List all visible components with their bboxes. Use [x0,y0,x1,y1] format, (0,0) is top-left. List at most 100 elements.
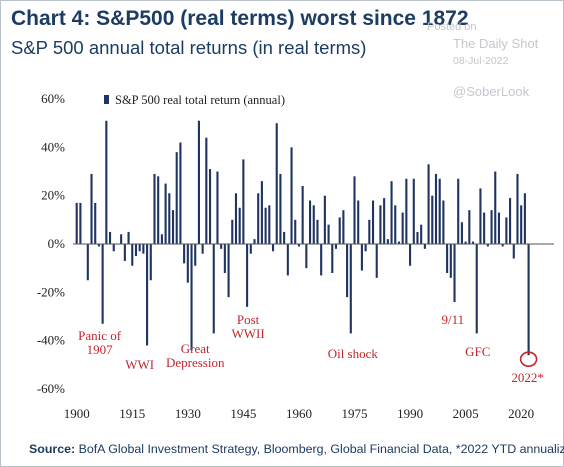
bar-1924 [164,183,167,244]
legend-swatch [104,95,109,104]
annotation-line: WWI [125,357,154,372]
bar-1992 [416,231,419,244]
bar-1939 [220,244,223,249]
bar-1963 [309,200,312,244]
bar-1976 [357,200,360,244]
bar-1985 [390,181,393,244]
annotation-line: Panic of [78,328,122,343]
bar-2005 [464,241,467,244]
bar-1965 [316,219,319,244]
bar-1926 [171,210,175,244]
bar-1958 [290,147,293,244]
bar-chart: -60% -40% -20% 0% 20% 40% 60% 1900 1915 1930 1945 1… [37,91,554,421]
bar-1909 [108,231,112,244]
bar-1954 [275,123,278,244]
bar-1918 [142,244,145,254]
bar-1990 [409,244,412,266]
y-tick-label: -60% [37,381,65,396]
bar-1998 [438,178,441,244]
annotation-line: 9/11 [441,312,464,327]
bar-2012 [490,210,493,244]
bar-2020 [520,205,523,244]
bar-1961 [301,186,304,244]
bar-1977 [360,244,363,271]
bar-1969 [331,244,334,273]
bar-1916 [134,244,138,257]
x-tick-label: 2005 [453,406,479,421]
bar-1925 [168,193,171,244]
annotation-line: Post [237,312,260,327]
bar-1949 [257,193,260,244]
bar-2019 [516,173,519,244]
bar-1935 [205,137,208,244]
bar-2001 [449,244,452,278]
bar-1979 [368,219,371,244]
source-label: Source: [29,442,76,456]
bar-1974 [349,244,352,334]
bar-1988 [401,212,404,244]
bar-2002 [453,244,456,302]
watermark-date: 08-Jul-2022 [453,55,509,67]
bar-1910 [112,244,115,252]
bar-1986 [394,205,397,244]
bar-1922 [157,176,160,244]
watermark-posted-on: Posted on [427,21,477,33]
bar-1999 [442,200,445,244]
bar-2013 [494,171,497,244]
bar-2007 [471,241,475,244]
bar-1945 [242,159,245,244]
annotation-line: GFC [465,344,490,359]
bar-2022 [527,244,530,356]
bar-1964 [312,205,315,244]
bar-2004 [460,222,463,244]
bar-2009 [479,188,482,244]
bar-1957 [286,244,289,276]
bar-1907 [101,244,104,324]
x-tick-label: 1990 [397,406,423,421]
bar-1987 [397,241,400,244]
bar-1975 [353,176,356,244]
watermark-site: The Daily Shot [453,36,539,51]
bar-2011 [486,244,489,247]
bar-1900 [75,202,78,244]
annotation-line: Depression [166,355,225,370]
bar-1936 [209,169,212,244]
bar-1980 [371,200,375,244]
bar-1997 [434,173,438,244]
bar-1994 [423,244,426,249]
bar-1947 [249,244,252,254]
highlight-2022-circle [519,351,538,367]
bar-1927 [175,152,178,244]
annotation-1946: Post WWII [231,312,264,341]
annotation-line: Oil shock [328,346,379,361]
bar-2018 [512,244,515,259]
bar-2017 [509,198,512,244]
bar-1955 [279,173,282,244]
x-tick-label: 1960 [286,406,312,421]
bar-1932 [194,244,197,266]
bar-1908 [105,120,108,244]
annotation-2022: 2022* [511,370,544,385]
legend-label: S&P 500 real total return (annual) [115,93,285,107]
annotation-1907: Panic of 1907 [78,328,122,357]
bar-1931 [190,244,193,351]
bar-1995 [427,164,430,244]
bar-1913 [123,244,126,261]
bar-2003 [457,178,460,244]
bar-1914 [127,231,130,244]
annotation-1974: Oil shock [328,346,379,361]
x-tick-label: 1945 [230,406,256,421]
bar-2000 [446,244,449,273]
bar-2010 [483,212,486,244]
bar-1978 [364,244,367,252]
bar-1943 [234,193,238,244]
annotation-1932: Great Depression [166,341,225,370]
x-tick-label: 2020 [508,406,534,421]
annotation-2008: GFC [465,344,490,359]
x-tick-label: 1930 [175,406,201,421]
bar-1968 [327,224,330,244]
bar-1920 [149,244,152,281]
bar-1982 [379,205,382,244]
bar-1956 [283,231,286,244]
